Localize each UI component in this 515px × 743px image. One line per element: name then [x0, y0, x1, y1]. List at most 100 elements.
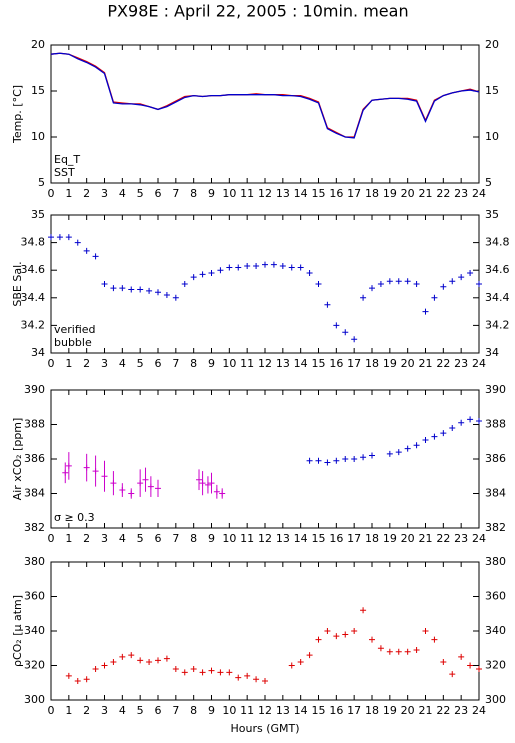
y-tick-label: 360	[24, 590, 45, 603]
data-point	[404, 278, 411, 285]
y-tick-label-right: 382	[485, 521, 506, 534]
x-tick-label: 1	[65, 532, 72, 545]
data-point	[288, 264, 295, 271]
data-point	[208, 667, 215, 674]
data-point	[333, 633, 340, 640]
x-tick-label: 15	[312, 357, 326, 370]
data-point	[181, 281, 188, 287]
y-axis-label: SBE Sal.	[11, 261, 24, 306]
x-tick-label: 13	[276, 187, 290, 200]
x-tick-label: 13	[276, 357, 290, 370]
x-tick-label: 17	[347, 704, 361, 717]
data-point	[386, 450, 393, 457]
data-point	[119, 487, 126, 494]
data-point	[297, 264, 304, 271]
x-tick-label: 23	[454, 187, 468, 200]
data-point	[146, 287, 153, 294]
x-tick-label: 6	[155, 187, 162, 200]
data-point	[172, 294, 179, 301]
data-point	[351, 456, 358, 462]
x-tick-label: 20	[401, 187, 415, 200]
y-tick-label-right: 300	[485, 693, 506, 706]
data-point	[137, 480, 144, 487]
data-point	[440, 430, 447, 437]
data-point	[440, 659, 447, 666]
data-point	[226, 264, 233, 271]
data-point	[351, 336, 358, 343]
data-point	[288, 662, 295, 669]
data-point	[395, 278, 402, 285]
data-point	[297, 659, 304, 666]
data-point	[306, 457, 313, 464]
data-point	[83, 464, 90, 471]
data-point	[440, 283, 447, 290]
x-tick-label: 5	[137, 187, 144, 200]
data-point	[65, 462, 72, 469]
y-tick-label: 390	[24, 383, 45, 396]
y-tick-label-right: 5	[485, 176, 492, 189]
data-point	[137, 286, 144, 293]
x-tick-label: 15	[312, 532, 326, 545]
x-tick-label: 7	[172, 704, 179, 717]
x-tick-label: 8	[190, 532, 197, 545]
x-tick-label: 24	[472, 187, 486, 200]
x-tick-label: 24	[472, 532, 486, 545]
data-point	[119, 285, 126, 292]
x-tick-label: 24	[472, 704, 486, 717]
x-tick-label: 17	[347, 532, 361, 545]
x-tick-label: 5	[137, 704, 144, 717]
data-point	[431, 433, 438, 440]
x-tick-label: 0	[48, 357, 55, 370]
data-point	[74, 678, 81, 685]
x-tick-label: 7	[172, 187, 179, 200]
x-tick-label: 5	[137, 357, 144, 370]
data-point	[74, 239, 81, 246]
data-point	[65, 672, 72, 679]
x-tick-label: 22	[436, 704, 450, 717]
x-tick-label: 8	[190, 704, 197, 717]
data-point	[333, 457, 340, 464]
y-tick-label: 15	[31, 84, 45, 97]
y-tick-label: 5	[38, 176, 45, 189]
x-tick-label: 0	[48, 532, 55, 545]
y-tick-label-right: 360	[485, 590, 506, 603]
data-point	[458, 653, 465, 660]
data-point	[199, 271, 206, 278]
x-tick-label: 23	[454, 704, 468, 717]
legend-entry: verified	[54, 323, 96, 336]
y-tick-label: 34.2	[21, 318, 46, 331]
data-point	[92, 468, 99, 475]
data-point	[422, 308, 429, 315]
data-point	[377, 645, 384, 652]
data-point	[190, 274, 197, 281]
data-point	[244, 263, 251, 270]
data-point	[199, 480, 206, 487]
legend-entry: SST	[54, 166, 75, 179]
y-tick-label: 34	[31, 346, 45, 359]
data-point	[360, 294, 367, 301]
data-point	[369, 636, 375, 643]
x-tick-label: 4	[119, 357, 126, 370]
data-point	[458, 419, 465, 426]
y-tick-label: 34.4	[21, 291, 46, 304]
x-tick-label: 12	[258, 532, 272, 545]
data-point	[92, 665, 99, 672]
y-tick-label: 380	[24, 555, 45, 568]
data-point	[369, 452, 375, 459]
x-tick-label: 22	[436, 357, 450, 370]
x-tick-label: 14	[294, 532, 308, 545]
data-point	[476, 665, 482, 672]
x-axis-label: Hours (GMT)	[230, 722, 299, 735]
data-point	[101, 281, 108, 287]
y-tick-label-right: 34.6	[485, 263, 510, 276]
y-tick-label: 300	[24, 693, 45, 706]
data-point	[315, 281, 322, 287]
data-point	[306, 652, 313, 659]
data-point	[431, 636, 438, 643]
data-point	[253, 263, 260, 270]
x-tick-label: 15	[312, 187, 326, 200]
data-point	[56, 234, 63, 241]
data-point	[48, 234, 54, 241]
y-tick-label-right: 340	[485, 624, 506, 637]
